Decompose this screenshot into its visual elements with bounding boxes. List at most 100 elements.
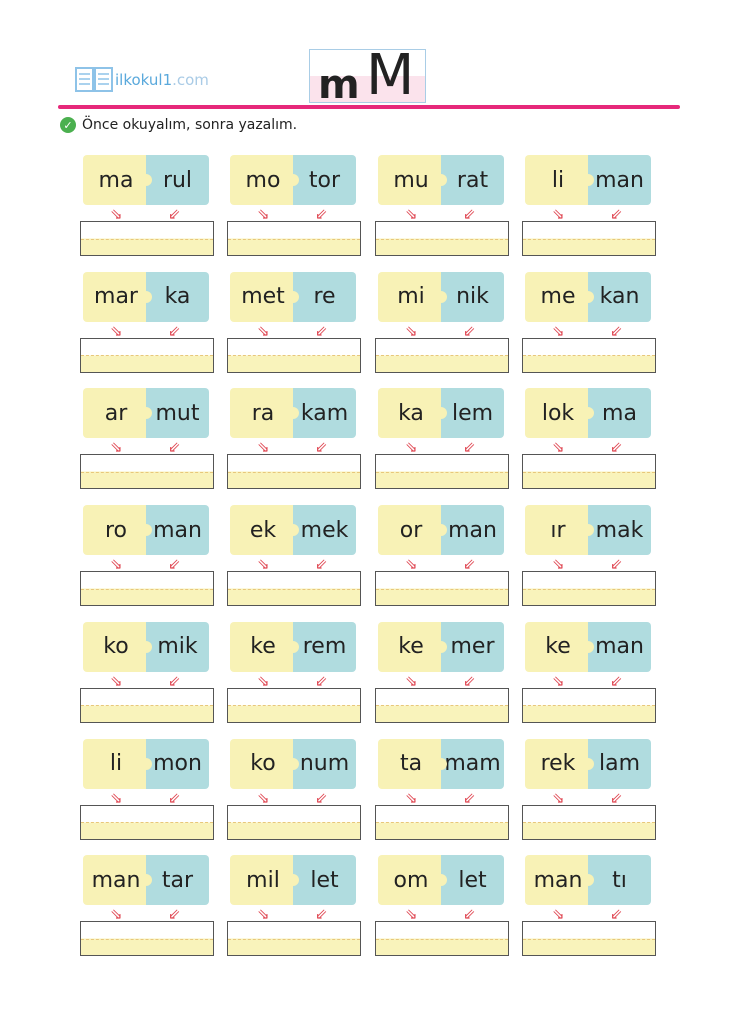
syllable-right: let [441, 855, 504, 906]
syllable-right: rul [146, 155, 209, 205]
syllable-right: tar [146, 855, 209, 906]
arrow-down-right-icon: ⇘ [552, 905, 565, 924]
writing-box[interactable] [522, 921, 656, 957]
puzzle-knob [140, 174, 152, 186]
writing-box[interactable] [227, 221, 361, 256]
arrow-down-left-icon: ⇙ [168, 438, 181, 457]
syllable-left: ke [525, 621, 591, 672]
syllable-right: rem [293, 621, 356, 672]
arrow-down-right-icon: ⇘ [552, 205, 565, 223]
arrow-down-right-icon: ⇘ [552, 788, 565, 807]
writing-box[interactable] [227, 921, 361, 957]
word-item: li man ⇘ ⇙ [522, 155, 656, 257]
writing-box[interactable] [227, 804, 361, 840]
word-item: mi nik ⇘ ⇙ [375, 271, 509, 374]
syllable-right: kan [588, 271, 651, 322]
writing-box[interactable] [375, 454, 509, 490]
word-item: rek lam ⇘ ⇙ [522, 738, 656, 841]
syllable-left: ko [83, 621, 149, 672]
word-item: ma rul ⇘ ⇙ [80, 155, 214, 257]
arrow-down-left-icon: ⇙ [315, 555, 328, 574]
logo-suffix: .com [172, 71, 209, 89]
writing-box[interactable] [80, 804, 214, 840]
arrow-down-left-icon: ⇙ [168, 555, 181, 574]
writing-box[interactable] [80, 454, 214, 490]
puzzle-knob [287, 174, 299, 186]
puzzle-knob [287, 524, 299, 537]
arrow-down-left-icon: ⇙ [315, 671, 328, 690]
writing-box[interactable] [522, 454, 656, 490]
puzzle-knob [582, 290, 594, 303]
writing-box[interactable] [80, 921, 214, 957]
writing-box[interactable] [375, 804, 509, 840]
writing-box[interactable] [80, 337, 214, 373]
writing-box[interactable] [522, 337, 656, 373]
arrow-down-left-icon: ⇙ [168, 905, 181, 924]
arrow-down-left-icon: ⇙ [610, 438, 623, 457]
book-icon [75, 67, 113, 92]
word-item: ke rem ⇘ ⇙ [227, 621, 361, 724]
arrow-down-right-icon: ⇘ [257, 438, 270, 457]
arrow-down-left-icon: ⇙ [610, 671, 623, 690]
writing-box[interactable] [227, 454, 361, 490]
arrow-down-right-icon: ⇘ [405, 438, 418, 457]
writing-box[interactable] [522, 687, 656, 723]
writing-box[interactable] [80, 221, 214, 256]
puzzle-knob [582, 757, 594, 770]
syllable-right: rat [441, 155, 504, 205]
arrow-down-right-icon: ⇘ [110, 205, 123, 223]
syllable-right: mek [293, 505, 356, 556]
header-divider [58, 105, 680, 109]
writing-box[interactable] [375, 571, 509, 607]
arrow-down-left-icon: ⇙ [315, 788, 328, 807]
writing-box[interactable] [227, 571, 361, 607]
syllable-right: man [588, 621, 651, 672]
arrow-down-right-icon: ⇘ [257, 555, 270, 574]
puzzle-knob [140, 290, 152, 303]
word-item: om let ⇘ ⇙ [375, 855, 509, 957]
syllable-right: mak [588, 505, 651, 556]
instruction-text: Önce okuyalım, sonra yazalım. [82, 117, 298, 133]
writing-box[interactable] [375, 921, 509, 957]
word-item: ko num ⇘ ⇙ [227, 738, 361, 841]
writing-box[interactable] [522, 221, 656, 256]
syllable-left: man [83, 855, 149, 906]
arrow-down-left-icon: ⇙ [463, 905, 476, 924]
arrow-down-right-icon: ⇘ [257, 905, 270, 924]
syllable-right: num [293, 738, 356, 789]
syllable-left: li [83, 738, 149, 789]
syllable-left: ar [83, 388, 149, 439]
arrow-down-left-icon: ⇙ [168, 321, 181, 340]
arrow-down-left-icon: ⇙ [315, 321, 328, 340]
writing-box[interactable] [80, 571, 214, 607]
puzzle-knob [140, 407, 152, 420]
syllable-left: ko [230, 738, 296, 789]
writing-box[interactable] [375, 221, 509, 256]
word-item: ke man ⇘ ⇙ [522, 621, 656, 724]
puzzle-knob [140, 640, 152, 653]
arrow-down-right-icon: ⇘ [257, 671, 270, 690]
check-icon: ✓ [60, 117, 76, 133]
puzzle-knob [140, 757, 152, 770]
writing-box[interactable] [522, 804, 656, 840]
arrow-down-right-icon: ⇘ [110, 438, 123, 457]
syllable-left: ta [378, 738, 444, 789]
syllable-right: tı [588, 855, 651, 906]
arrow-down-right-icon: ⇘ [552, 438, 565, 457]
word-item: lok ma ⇘ ⇙ [522, 388, 656, 490]
arrow-down-left-icon: ⇙ [315, 205, 328, 223]
writing-box[interactable] [375, 337, 509, 373]
puzzle-knob [582, 407, 594, 420]
writing-box[interactable] [227, 687, 361, 723]
syllable-right: man [441, 505, 504, 556]
syllable-right: tor [293, 155, 356, 205]
puzzle-knob [287, 290, 299, 303]
arrow-down-right-icon: ⇘ [552, 321, 565, 340]
writing-box[interactable] [80, 687, 214, 723]
arrow-down-right-icon: ⇘ [110, 671, 123, 690]
writing-box[interactable] [227, 337, 361, 373]
syllable-right: mon [146, 738, 209, 789]
arrow-down-left-icon: ⇙ [168, 671, 181, 690]
writing-box[interactable] [522, 571, 656, 607]
writing-box[interactable] [375, 687, 509, 723]
